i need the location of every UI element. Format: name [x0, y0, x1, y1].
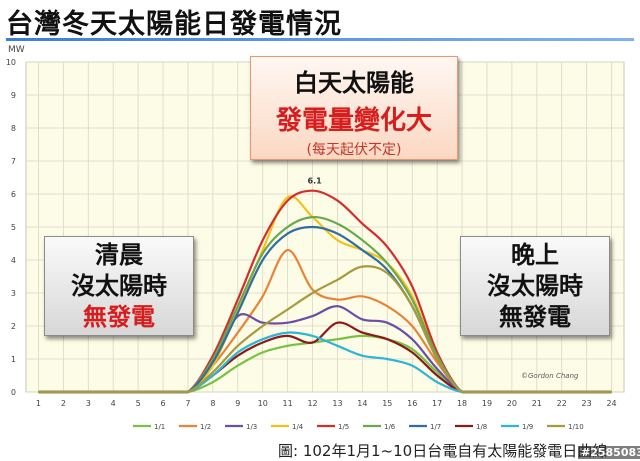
y-axis-label: MW: [8, 45, 25, 55]
x-tick-label: 19: [482, 399, 492, 408]
x-tick-label: 11: [283, 399, 293, 408]
x-tick-label: 16: [407, 399, 417, 408]
x-tick-label: 8: [210, 399, 215, 408]
y-tick-label: 5: [11, 223, 16, 232]
morning-callout-line2: 沒太陽時: [71, 272, 167, 300]
x-tick-label: 1: [36, 399, 41, 408]
source-caption: 圖: 102年1月1~10日台電自有太陽能發電日曲線: [278, 442, 608, 460]
legend-label: 1/8: [476, 423, 487, 431]
y-tick-label: 6: [11, 190, 16, 199]
series-line-1-10: [38, 265, 612, 394]
x-tick-label: 9: [235, 399, 240, 408]
legend-label: 1/2: [200, 423, 211, 431]
morning-callout: 清晨 沒太陽時 無發電: [44, 236, 194, 336]
daytime-callout-line1: 白天太陽能: [294, 69, 414, 97]
daytime-callout-line2: 發電量變化大: [275, 106, 432, 136]
x-tick-label: 4: [111, 399, 116, 408]
x-tick-label: 22: [557, 399, 567, 408]
legend-label: 1/3: [246, 423, 257, 431]
x-tick-label: 21: [532, 399, 542, 408]
morning-callout-line1: 清晨: [95, 241, 143, 269]
x-tick-label: 3: [86, 399, 91, 408]
x-tick-label: 24: [606, 399, 616, 408]
legend-label: 1/10: [568, 423, 584, 431]
x-tick-label: 14: [357, 399, 367, 408]
peak-annotation: 6.1: [308, 177, 323, 186]
x-tick-label: 17: [432, 399, 442, 408]
x-tick-label: 6: [160, 399, 165, 408]
legend-label: 1/5: [338, 423, 349, 431]
x-tick-label: 13: [332, 399, 342, 408]
chart-credit: ©Gordon Chang: [521, 372, 579, 380]
night-callout: 晚上 沒太陽時 無發電: [460, 236, 610, 336]
y-tick-label: 8: [11, 124, 16, 133]
legend-label: 1/1: [154, 423, 165, 431]
x-tick-label: 15: [382, 399, 392, 408]
x-tick-label: 23: [582, 399, 592, 408]
daytime-callout: 白天太陽能 發電量變化大 (每天起伏不定): [250, 56, 458, 160]
night-callout-line2: 沒太陽時: [487, 272, 583, 300]
morning-callout-line3: 無發電: [83, 303, 155, 331]
y-tick-label: 3: [11, 289, 16, 298]
x-tick-label: 12: [307, 399, 317, 408]
title-underline: [6, 38, 634, 41]
y-tick-label: 10: [6, 58, 16, 67]
x-tick-label: 5: [136, 399, 141, 408]
watermark-id: #2585083: [578, 446, 640, 459]
legend-label: 1/9: [522, 423, 533, 431]
legend-label: 1/6: [384, 423, 396, 431]
y-tick-label: 7: [11, 157, 16, 166]
y-tick-label: 4: [11, 256, 16, 265]
legend-label: 1/7: [430, 423, 441, 431]
x-tick-label: 10: [258, 399, 268, 408]
x-tick-label: 20: [507, 399, 517, 408]
y-tick-label: 2: [11, 322, 16, 331]
y-tick-label: 1: [11, 355, 16, 364]
x-tick-label: 18: [457, 399, 467, 408]
y-tick-label: 0: [11, 388, 16, 397]
night-callout-line3: 無發電: [499, 303, 571, 331]
page-title: 台灣冬天太陽能日發電情況: [6, 9, 342, 40]
x-tick-label: 2: [61, 399, 66, 408]
legend-label: 1/4: [292, 423, 304, 431]
y-tick-label: 9: [11, 91, 16, 100]
daytime-callout-line3: (每天起伏不定): [306, 142, 402, 158]
x-tick-label: 7: [185, 399, 190, 408]
night-callout-line1: 晚上: [511, 241, 559, 269]
